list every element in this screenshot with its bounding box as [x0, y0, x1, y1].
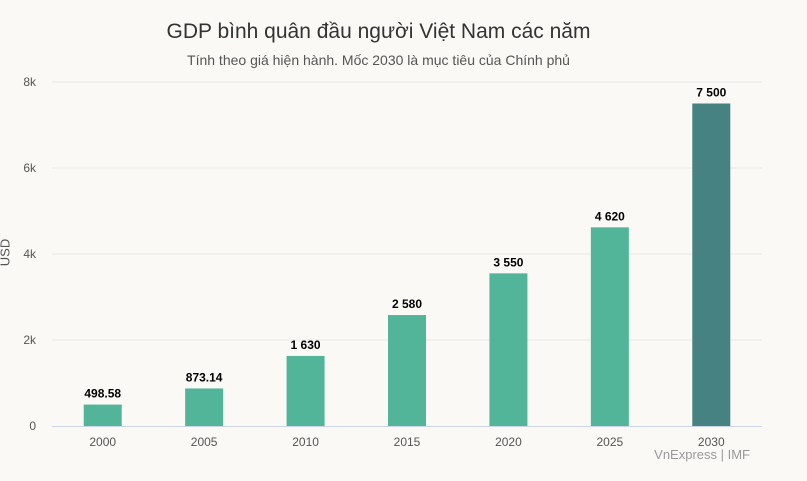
chart-title: GDP bình quân đầu người Việt Nam các năm — [166, 20, 591, 43]
y-tick-label: 4k — [23, 247, 37, 261]
x-tick-label: 2010 — [292, 435, 319, 449]
data-label: 2 580 — [392, 297, 422, 311]
x-tick-label: 2020 — [495, 435, 522, 449]
bar — [388, 315, 426, 426]
bar — [286, 355, 325, 426]
bar — [692, 103, 731, 426]
data-label: 873.14 — [186, 370, 223, 384]
x-tick-label: 2015 — [394, 435, 421, 449]
chart-subtitle: Tính theo giá hiện hành. Mốc 2030 là mục… — [187, 52, 570, 68]
data-label: 1 630 — [291, 338, 321, 352]
x-tick-label: 2005 — [191, 435, 218, 449]
y-tick-label: 6k — [23, 161, 37, 175]
y-tick-label: 0 — [29, 419, 36, 433]
bar — [489, 273, 528, 426]
source-credit: VnExpress | IMF — [654, 447, 750, 462]
y-tick-label: 8k — [23, 75, 37, 89]
x-tick-label: 2030 — [698, 435, 725, 449]
data-label: 498.58 — [84, 387, 121, 401]
x-tick-label: 2025 — [597, 435, 624, 449]
data-label: 4 620 — [595, 209, 625, 223]
y-tick-label: 2k — [23, 333, 37, 347]
x-tick-label: 2000 — [89, 435, 116, 449]
bar — [185, 388, 224, 426]
data-label: 3 550 — [493, 255, 523, 269]
bar — [83, 404, 122, 426]
bar — [590, 227, 629, 426]
data-label: 7 500 — [696, 86, 726, 100]
